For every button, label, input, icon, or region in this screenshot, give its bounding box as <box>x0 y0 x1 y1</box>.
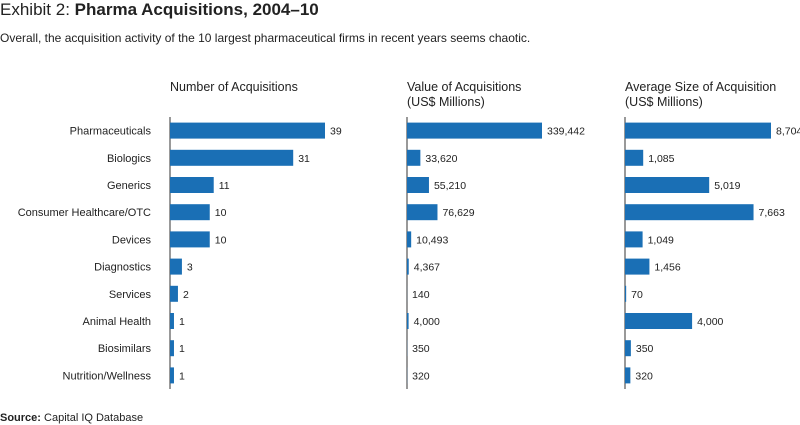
bar <box>170 204 210 221</box>
data-label: 350 <box>636 343 654 355</box>
data-label: 350 <box>412 343 430 355</box>
data-label: 1 <box>179 343 185 355</box>
bar <box>170 367 174 384</box>
bar <box>625 122 771 139</box>
bar <box>625 204 754 221</box>
category-label: Pharmaceuticals <box>70 126 152 138</box>
bar <box>170 231 210 248</box>
bar <box>407 149 421 166</box>
data-label: 3 <box>187 262 193 274</box>
panel-title: Number of Acquisitions <box>170 80 298 94</box>
bar <box>407 122 542 139</box>
data-label: 320 <box>412 370 430 382</box>
data-label: 4,000 <box>697 316 723 328</box>
data-label: 55,210 <box>434 180 466 192</box>
category-label: Biosimilars <box>98 343 152 355</box>
data-label: 76,629 <box>442 207 474 219</box>
bar <box>170 122 325 139</box>
bar <box>625 231 643 248</box>
data-label: 2 <box>183 289 189 301</box>
category-label: Devices <box>112 234 152 246</box>
data-label: 10,493 <box>416 234 448 246</box>
bar <box>407 231 412 248</box>
bar <box>625 177 710 193</box>
data-label: 1 <box>179 316 185 328</box>
category-label: Animal Health <box>83 316 151 328</box>
bar <box>625 313 693 329</box>
data-label: 4,000 <box>414 316 440 328</box>
category-label: Diagnostics <box>94 262 151 274</box>
bar <box>407 313 409 329</box>
exhibit-label: Exhibit 2: <box>0 0 75 19</box>
category-label: Nutrition/Wellness <box>63 370 152 382</box>
data-label: 39 <box>330 126 342 138</box>
category-label: Generics <box>107 180 152 192</box>
data-label: 140 <box>412 289 430 301</box>
data-label: 1,049 <box>648 234 674 246</box>
chart-title: Pharma Acquisitions, 2004–10 <box>74 0 319 19</box>
data-label: 1,085 <box>648 153 674 165</box>
data-label: 7,663 <box>759 207 785 219</box>
source-label: Source: <box>0 412 41 424</box>
category-label: Consumer Healthcare/OTC <box>18 207 151 219</box>
bar <box>170 313 174 329</box>
data-label: 320 <box>635 370 653 382</box>
panel-title: Average Size of Acquisition <box>625 80 776 94</box>
category-label: Biologics <box>107 153 152 165</box>
bar <box>625 149 644 166</box>
data-label: 4,367 <box>414 262 440 274</box>
data-label: 339,442 <box>547 126 585 138</box>
exhibit-title: Exhibit 2: Pharma Acquisitions, 2004–10 <box>0 0 319 20</box>
source-note: Source: Capital IQ Database <box>0 412 143 424</box>
data-label: 10 <box>215 207 227 219</box>
bar <box>625 367 631 384</box>
bar <box>170 258 182 275</box>
data-label: 8,704 <box>776 126 800 138</box>
bar <box>625 258 650 275</box>
chart-subtitle: Overall, the acquisition activity of the… <box>0 31 531 45</box>
data-label: 31 <box>298 153 310 165</box>
source-text: Capital IQ Database <box>40 412 144 424</box>
data-label: 70 <box>631 289 643 301</box>
data-label: 1 <box>179 370 185 382</box>
bar <box>407 204 438 221</box>
bar <box>170 285 178 302</box>
bar <box>170 340 174 357</box>
data-label: 1,456 <box>654 262 680 274</box>
data-label: 11 <box>219 180 230 192</box>
bar <box>407 177 429 193</box>
panel-title: (US$ Millions) <box>625 95 703 109</box>
bar <box>407 258 409 275</box>
bar <box>625 285 627 302</box>
category-label: Services <box>109 289 152 301</box>
panel-title: Value of Acquisitions <box>407 80 521 94</box>
bar <box>625 340 631 357</box>
bar <box>170 177 214 193</box>
data-label: 33,620 <box>425 153 457 165</box>
bar <box>170 149 294 166</box>
data-label: 10 <box>215 234 227 246</box>
panel-title: (US$ Millions) <box>407 95 485 109</box>
data-label: 5,019 <box>714 180 740 192</box>
